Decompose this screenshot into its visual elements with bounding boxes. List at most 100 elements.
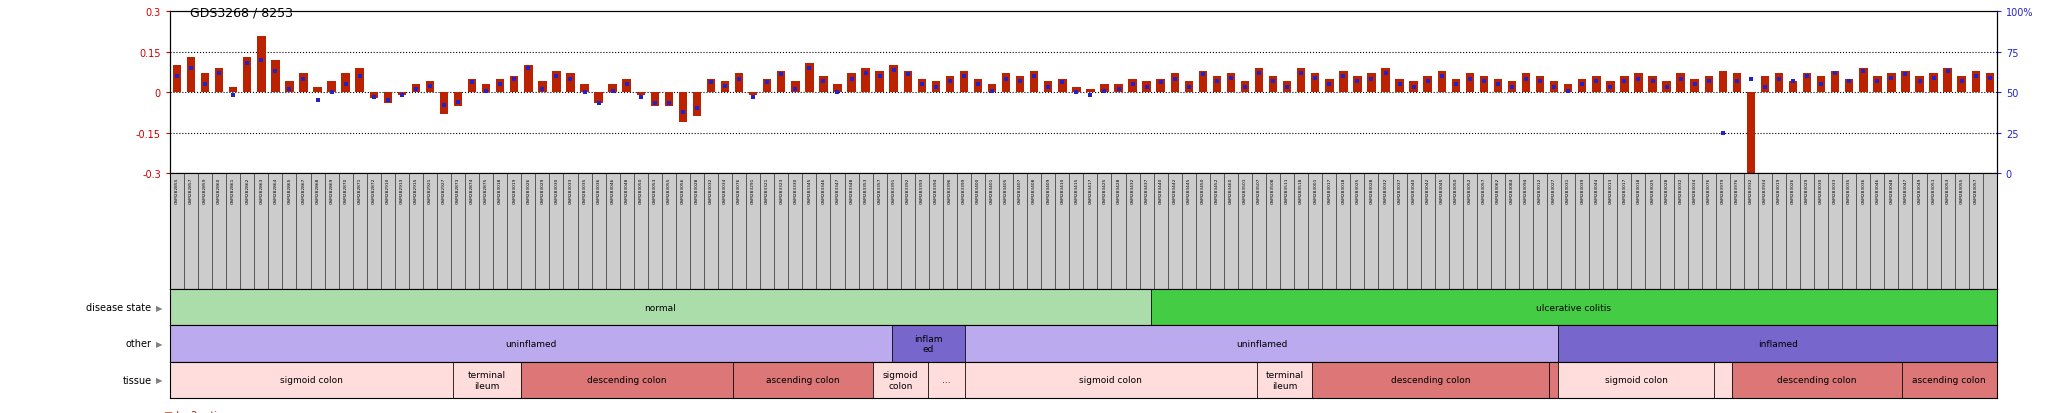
Text: GSM283032: GSM283032 [1384,177,1386,203]
Point [1804,82,1837,88]
Point [1243,70,1276,77]
Text: ▶: ▶ [156,303,162,312]
Bar [229,88,238,93]
Point [356,95,389,101]
Text: GSM283346: GSM283346 [821,177,825,203]
Text: GSM283330: GSM283330 [793,177,797,203]
Bar [1579,80,1587,93]
Bar [637,93,645,96]
Text: GSM283046: GSM283046 [610,177,614,203]
Point [989,77,1022,83]
Bar [733,362,872,398]
Point [1341,78,1374,85]
Point [1931,69,1964,75]
Text: GSM283409: GSM283409 [1047,177,1051,203]
Bar [1171,74,1180,93]
Text: GSM283027: GSM283027 [1552,177,1556,203]
Text: GSM283036: GSM283036 [596,177,600,203]
Bar [1270,77,1278,93]
Text: GSM283018: GSM283018 [498,177,502,203]
Point [1720,78,1753,85]
Text: GSM283348: GSM283348 [850,177,854,203]
Point [315,90,348,96]
Point [1186,72,1219,78]
Bar [1522,74,1530,93]
Text: GSM282921: GSM282921 [428,177,432,203]
Point [1567,82,1599,88]
Text: GDS3268 / 8253: GDS3268 / 8253 [190,6,293,19]
Text: GSM283037: GSM283037 [1397,177,1401,203]
Bar [1438,71,1446,93]
Point [399,86,432,93]
Bar [201,74,209,93]
Point [1692,78,1724,85]
Text: inflamed: inflamed [1757,339,1798,348]
Text: GSM283508: GSM283508 [1272,177,1276,203]
Point [694,80,727,87]
Text: GSM283425: GSM283425 [1102,177,1106,203]
Bar [1817,77,1825,93]
Bar [1184,82,1194,93]
Bar [791,82,799,93]
Point [680,106,713,112]
Point [498,77,530,83]
Text: GSM283084: GSM283084 [1509,177,1513,203]
Text: GSM283053: GSM283053 [1946,177,1950,203]
Text: GSM283076: GSM283076 [1706,177,1710,203]
Text: GSM283030: GSM283030 [555,177,559,203]
Bar [692,93,700,117]
Text: GSM282863: GSM282863 [260,177,264,203]
Text: GSM282870: GSM282870 [344,177,348,203]
Bar [1788,82,1798,93]
Bar [1860,69,1868,93]
Bar [1044,82,1053,93]
Text: GSM283400: GSM283400 [977,177,981,203]
Text: GSM283062: GSM283062 [1495,177,1499,203]
Text: GSM283051: GSM283051 [1931,177,1935,203]
Text: GSM282927: GSM282927 [442,177,446,203]
Text: GSM283034: GSM283034 [1694,177,1696,203]
Point [1159,77,1192,83]
Point [1960,74,1993,80]
Point [371,98,403,104]
Text: GSM283976: GSM283976 [1735,177,1739,203]
Text: GSM283047: GSM283047 [1903,177,1907,203]
Text: GSM283076: GSM283076 [737,177,741,203]
Text: GSM283291: GSM283291 [752,177,756,203]
Text: sigmoid colon: sigmoid colon [1604,375,1667,385]
Text: GSM282862: GSM282862 [246,177,250,203]
Text: sigmoid
colon: sigmoid colon [883,370,918,389]
Text: GSM283018: GSM283018 [1636,177,1640,203]
Bar [1714,362,1733,398]
Bar [1874,77,1882,93]
Point [1270,85,1303,91]
Bar [1325,80,1333,93]
Point [287,77,319,83]
Point [625,95,657,101]
Bar [342,74,350,93]
Bar [973,80,983,93]
Text: GSM283391: GSM283391 [891,177,895,203]
Point [1454,77,1487,83]
Text: GSM283034: GSM283034 [723,177,727,203]
Point [1061,90,1094,96]
Point [1749,85,1782,91]
Point [778,86,811,93]
Bar [1016,77,1024,93]
Point [231,61,264,67]
Point [1102,86,1135,93]
Bar [1845,80,1853,93]
Point [1917,75,1950,82]
Point [1481,82,1513,88]
Text: GSM283048: GSM283048 [625,177,629,203]
Text: GSM283056: GSM283056 [680,177,684,203]
Point [1032,85,1065,91]
Bar [356,69,365,93]
Text: GSM283050: GSM283050 [639,177,643,203]
Bar [1704,77,1712,93]
Text: GSM282875: GSM282875 [483,177,487,203]
Point [567,90,600,96]
Bar [1915,77,1923,93]
Text: GSM283347: GSM283347 [836,177,840,203]
Bar [1466,74,1475,93]
